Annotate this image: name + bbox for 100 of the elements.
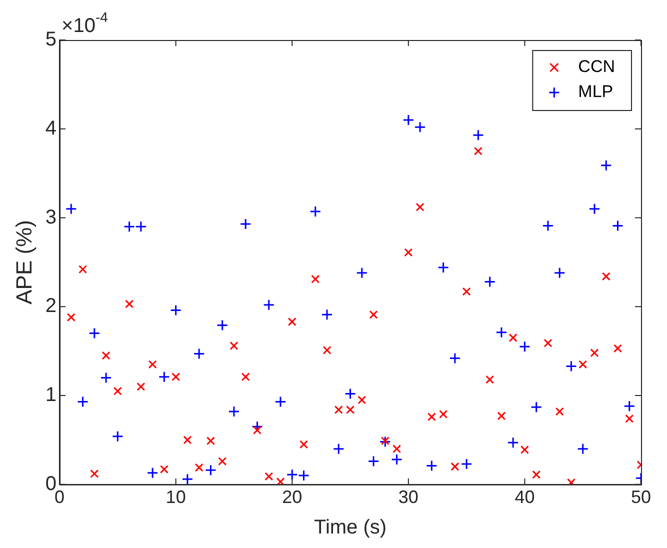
point xyxy=(486,375,494,384)
point xyxy=(344,388,356,400)
y-tick-label: 1 xyxy=(45,384,57,406)
point xyxy=(182,473,194,484)
point xyxy=(66,313,76,322)
point xyxy=(112,430,124,442)
point xyxy=(263,299,275,311)
point xyxy=(240,218,252,230)
x-tick-label: 10 xyxy=(166,487,186,508)
point xyxy=(286,468,298,480)
point xyxy=(402,114,414,126)
point xyxy=(65,203,77,215)
point xyxy=(124,220,136,232)
point xyxy=(520,445,529,454)
point xyxy=(624,400,636,412)
point xyxy=(288,317,296,326)
point xyxy=(484,276,496,288)
point xyxy=(613,344,622,353)
point xyxy=(358,396,366,404)
y-tick-label: 3 xyxy=(45,206,57,228)
point xyxy=(391,454,403,466)
point xyxy=(194,463,204,472)
point xyxy=(276,477,285,484)
point xyxy=(438,262,450,274)
point xyxy=(334,405,343,414)
point xyxy=(321,308,333,320)
point xyxy=(472,129,484,141)
point xyxy=(148,360,157,369)
point xyxy=(216,320,228,332)
point xyxy=(274,396,286,408)
point xyxy=(299,440,308,449)
y-tick-label: 5 xyxy=(45,28,57,51)
x-tick-label: 20 xyxy=(282,487,302,508)
point xyxy=(542,220,554,232)
point xyxy=(369,310,378,319)
point xyxy=(530,401,542,413)
point xyxy=(439,410,448,418)
point xyxy=(414,121,426,133)
point xyxy=(577,443,589,455)
point xyxy=(230,341,238,350)
point xyxy=(544,338,552,348)
point xyxy=(158,371,170,383)
point xyxy=(88,328,100,340)
point xyxy=(90,469,99,478)
point xyxy=(450,462,460,471)
x-axis-title: Time (s) xyxy=(314,516,387,539)
y-tick-label: 4 xyxy=(45,117,57,140)
point xyxy=(554,267,566,279)
point xyxy=(555,407,564,416)
point xyxy=(218,457,227,466)
point xyxy=(322,346,332,354)
point xyxy=(449,352,461,364)
point xyxy=(252,426,262,434)
point xyxy=(77,396,89,408)
point xyxy=(508,333,518,342)
point xyxy=(496,326,508,338)
point xyxy=(298,470,310,482)
legend-label: MLP xyxy=(578,82,614,102)
point xyxy=(625,414,634,423)
y-axis-title: APE (%) xyxy=(11,220,36,304)
point xyxy=(125,300,134,308)
legend-label: CCN xyxy=(578,57,616,76)
point xyxy=(332,443,344,455)
x-tick-label: 50 xyxy=(630,487,652,508)
point xyxy=(368,456,380,468)
point xyxy=(460,458,472,470)
point xyxy=(172,372,180,382)
point xyxy=(427,412,436,422)
point xyxy=(264,472,274,481)
point xyxy=(392,444,402,454)
point xyxy=(135,220,147,232)
point xyxy=(170,304,182,316)
y-tick-label: 2 xyxy=(45,295,57,318)
point xyxy=(404,248,413,257)
point xyxy=(602,272,610,281)
point xyxy=(102,351,110,360)
point xyxy=(78,265,88,274)
point xyxy=(507,436,519,448)
point xyxy=(310,206,322,218)
point xyxy=(565,360,577,372)
point xyxy=(612,220,624,232)
point xyxy=(462,287,471,296)
point xyxy=(193,348,205,360)
point xyxy=(146,467,158,479)
point xyxy=(497,412,506,420)
point xyxy=(474,146,482,156)
point xyxy=(311,274,320,284)
point xyxy=(241,372,250,382)
point xyxy=(206,436,215,446)
point xyxy=(426,460,438,472)
point xyxy=(356,267,368,279)
point xyxy=(204,464,216,476)
point xyxy=(100,372,112,384)
point xyxy=(518,340,530,352)
point xyxy=(532,470,541,479)
point xyxy=(416,202,424,212)
x-tick-label: 30 xyxy=(398,487,418,508)
point xyxy=(228,406,240,418)
point xyxy=(590,348,599,358)
point xyxy=(600,160,612,172)
